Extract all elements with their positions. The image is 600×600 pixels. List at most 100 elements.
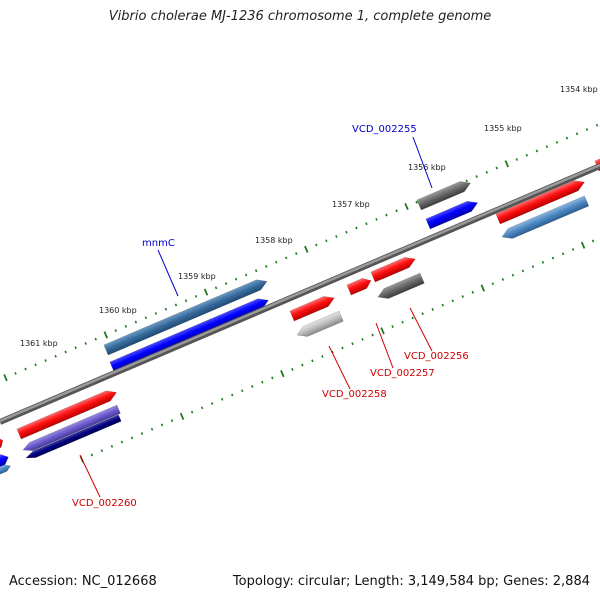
gene-leader-line [79,454,101,498]
gene-arrow-shape [296,310,344,337]
gene-label: VCD_002257 [370,368,435,379]
gene-arrow [25,414,122,459]
backbone-highlight [0,163,600,423]
scale-tick-minor [345,230,348,234]
scale-label: 1358 kbp [255,236,293,245]
gene-leader-line [409,307,433,352]
scale-tick-minor [315,243,318,247]
inner-tick-minor [231,393,234,397]
inner-tick-minor [150,427,154,431]
scale-tick-minor [525,153,529,157]
inner-tick-major [280,370,285,378]
inner-tick-minor [220,397,224,401]
inner-tick-minor [170,419,174,423]
gene-arrow-shape [22,404,121,451]
scale-tick-minor [275,260,278,264]
gene-arrow-shape [425,201,479,230]
gene-arrow [103,279,268,356]
scale-tick-major [203,288,209,296]
gene-label: mnmC [142,238,175,249]
gene-arrow-shape [0,454,9,471]
inner-tick-minor [511,273,515,277]
scale-tick-minor [575,132,579,136]
gene-arrow [16,390,117,440]
gene-leader-line [157,249,179,297]
gene-arrow [495,180,585,225]
inner-tick-minor [251,385,254,388]
gene-leader-line [328,345,351,390]
tick-marks [3,123,599,463]
inner-tick-minor [210,402,214,405]
gene-arrow [289,296,335,322]
gene-labels: VCD_002255 mnmC VCD_002256 VCD_002257 VCD_00… [72,124,469,509]
inner-tick-minor [531,265,535,269]
inner-tick-minor [591,239,595,243]
scale-tick-minor [34,363,37,367]
scale-tick-minor [355,226,358,230]
gene-label: VCD_002256 [404,351,469,362]
scale-tick-minor [94,337,97,341]
scale-tick-minor [495,166,498,170]
inner-tick-minor [351,342,354,346]
scale-tick-minor [465,179,468,183]
scale-tick-minor [264,265,268,268]
scale-tick-minor [54,354,57,358]
scale-label: 1359 kbp [178,272,216,281]
scale-labels: 1354 kbp 1355 kbp 1356 kbp 1357 kbp 1358 kbp… [20,85,598,348]
inner-tick-minor [361,337,364,341]
scale-tick-minor [475,175,478,179]
inner-tick-minor [411,316,414,320]
scale-label: 1355 kbp [484,124,522,133]
gene-arrow-shape [25,414,122,459]
scale-tick-minor [114,329,118,333]
gene-arrow [416,181,471,211]
scale-tick-minor [595,123,599,127]
scale-tick-minor [375,217,378,221]
scale-tick-minor [214,286,218,290]
gene-arrow-shape [377,272,425,299]
inner-tick-minor [301,363,304,367]
inner-tick-minor [271,376,274,380]
inner-tick-minor [120,440,124,444]
scale-tick-major [304,245,309,253]
scale-tick-minor [174,303,178,307]
inner-tick-minor [200,406,204,410]
scale-tick-minor [194,294,198,298]
scale-label: 1361 kbp [20,339,58,348]
gene-label: VCD_002255 [352,124,417,135]
inner-tick-major [179,412,185,420]
scale-tick-minor [44,359,47,362]
inner-tick-major [380,327,385,335]
scale-tick-minor [124,324,128,328]
scale-tick-minor [154,312,158,315]
gene-arrow-shape [346,278,372,296]
inner-tick-minor [321,355,324,358]
gene-arrow [501,195,590,239]
scale-tick-minor [254,269,258,273]
scale-tick-minor [184,299,188,303]
scale-tick-minor [84,342,87,345]
inner-tick-minor [471,290,475,294]
scale-label: 1360 kbp [99,306,137,315]
scale-tick-minor [535,149,539,153]
gene-arrow-shape [501,195,590,239]
scale-label: 1356 kbp [408,163,446,172]
gene-arrow [425,201,479,230]
scale-tick-minor [565,136,569,140]
gene-arrow [22,404,121,451]
gene-arrow [0,436,4,452]
inner-tick-minor [371,333,374,337]
scale-tick-minor [415,200,418,204]
inner-tick-minor [461,295,464,299]
gene-arrow-shape [16,390,117,440]
inner-tick-major [480,284,486,292]
scale-tick-major [504,160,509,168]
gene-arrow [0,464,11,477]
gene-arrow-shape [103,279,268,356]
gene-leader-line [375,322,394,369]
inner-tick-minor [311,359,314,363]
inner-tick-minor [160,423,164,427]
gene-arrow [296,310,344,337]
scale-tick-minor [545,145,549,149]
